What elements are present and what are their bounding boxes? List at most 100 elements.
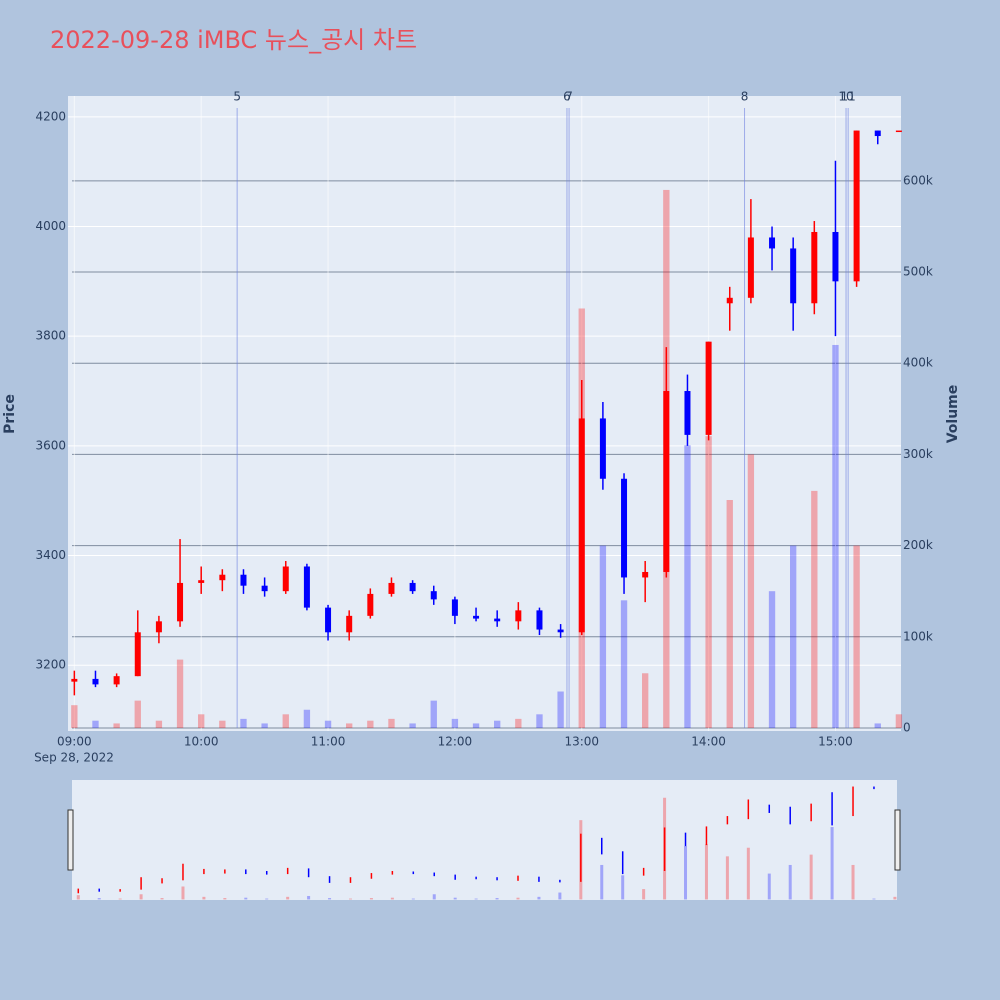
volume-bar: [176, 659, 184, 728]
annotation-label: 11: [841, 90, 856, 104]
candle-body: [494, 618, 501, 622]
rangeslider-volume-bar: [621, 875, 625, 900]
y-tick-label: 3800: [35, 329, 66, 343]
rangeslider: [72, 780, 897, 900]
volume-bar: [346, 723, 353, 728]
y-axis-title: Price: [2, 394, 18, 434]
x-tick-label: 12:00: [438, 735, 473, 749]
volume-bar: [895, 714, 903, 728]
candle-body: [747, 237, 754, 298]
volume-bar: [92, 720, 99, 728]
candle-body: [92, 678, 99, 685]
volume-bar: [430, 700, 437, 728]
volume-bar: [705, 436, 712, 728]
rangeslider-volume-bar: [809, 854, 813, 900]
rangeslider-volume-bar: [767, 873, 771, 900]
y2-tick-label: 100k: [903, 629, 933, 643]
volume-bar: [282, 714, 289, 728]
rangeslider-volume-bar: [348, 898, 352, 900]
candle-body: [303, 566, 310, 608]
candle-body: [367, 593, 374, 616]
candle-body: [177, 582, 184, 622]
rangeslider-volume-bar: [390, 897, 394, 900]
rangeslider-volume-bar: [704, 844, 708, 900]
annotation-label: 7: [565, 90, 573, 104]
candle-body: [451, 599, 458, 616]
rangeslider-volume-bar: [495, 898, 499, 900]
rangeslider-volume-bar: [286, 896, 290, 900]
volume-bar: [620, 600, 628, 728]
x-tick-label: 15:00: [818, 735, 853, 749]
candle-body: [430, 591, 437, 600]
candle-body: [557, 629, 564, 633]
candle-body: [536, 610, 543, 630]
rangeslider-volume-bar: [118, 898, 122, 900]
candle-body: [599, 418, 606, 479]
x-axis-sublabel: Sep 28, 2022: [34, 751, 114, 765]
rangeslider-handle[interactable]: [894, 809, 901, 871]
volume-bar: [768, 591, 776, 728]
volume-bar: [536, 714, 543, 728]
rangeslider-volume-bar: [139, 894, 143, 900]
y-tick-label: 3600: [35, 438, 66, 452]
candle-body: [515, 610, 522, 622]
plot-area: [68, 96, 901, 731]
volume-bar: [684, 445, 691, 728]
candle-body: [198, 580, 205, 583]
rangeslider-handle[interactable]: [67, 809, 74, 871]
candle-body: [663, 391, 670, 572]
rangeslider-volume-bar: [684, 846, 688, 900]
volume-bar: [472, 723, 480, 728]
rangeslider-volume-bar: [369, 898, 373, 900]
rangeslider-volume-bar: [474, 898, 478, 900]
candle-body: [874, 130, 881, 137]
y2-tick-label: 600k: [903, 173, 933, 187]
volume-bar: [388, 718, 395, 728]
volume-bar: [726, 499, 733, 728]
rangeslider-volume-bar: [830, 827, 834, 900]
x-tick-label: 11:00: [311, 735, 346, 749]
volume-bar: [324, 720, 332, 728]
volume-bar: [303, 709, 311, 728]
rangeslider-volume-bar: [223, 898, 227, 900]
volume-bar: [790, 545, 797, 728]
candle-body: [409, 582, 416, 592]
candle-body: [684, 391, 691, 435]
rangeslider-volume-bar: [328, 898, 332, 900]
y2-tick-label: 300k: [903, 447, 933, 461]
candle-body: [134, 632, 141, 677]
volume-bar: [515, 718, 522, 728]
x-tick-label: 09:00: [57, 735, 92, 749]
rangeslider-volume-bar: [872, 898, 876, 900]
rangeslider-volume-bar: [97, 898, 101, 900]
rangeslider-volume-bar: [516, 897, 520, 900]
rangeslider-volume-bar: [453, 897, 457, 900]
y2-tick-label: 200k: [903, 538, 933, 552]
candle-body: [642, 571, 649, 578]
y2-tick-label: 500k: [903, 265, 933, 279]
volume-bar: [409, 723, 416, 728]
volume-bar: [874, 723, 881, 728]
volume-bar: [451, 718, 459, 728]
candle-body: [388, 582, 395, 594]
rangeslider-volume-bar: [893, 896, 897, 900]
candle-body: [832, 231, 839, 282]
volume-bar: [261, 723, 268, 728]
y2-tick-label: 400k: [903, 356, 933, 370]
rangeslider-volume-bar: [851, 864, 855, 900]
rangeslider-volume-bar: [600, 864, 604, 900]
y2-axis-title: Volume: [945, 385, 961, 444]
candle-body: [578, 418, 585, 633]
candle-body: [240, 574, 247, 586]
rangeslider-volume-bar: [265, 898, 269, 900]
annotation-label: 6: [563, 90, 571, 104]
volume-bar: [747, 454, 755, 728]
y2-tick-label: 0: [903, 720, 911, 734]
volume-bar: [599, 545, 607, 728]
volume-bar: [367, 720, 374, 728]
volume-bar: [832, 344, 839, 728]
candle-body: [705, 341, 712, 435]
rangeslider-volume-bar: [788, 864, 792, 900]
volume-bar: [494, 720, 501, 728]
